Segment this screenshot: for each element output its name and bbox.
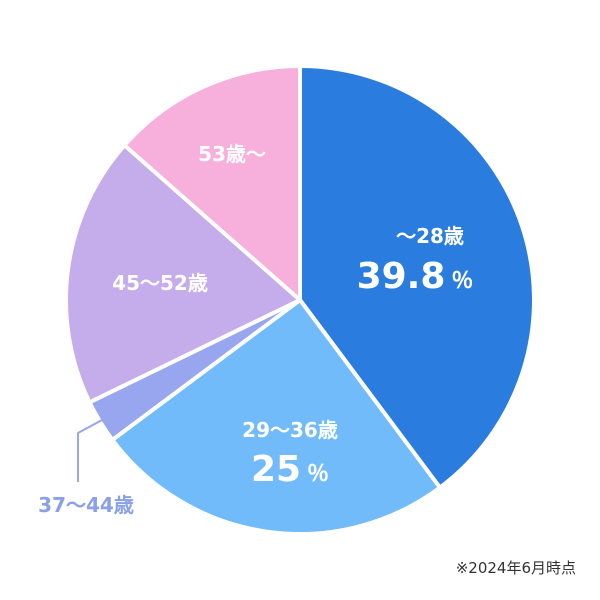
slice-label-5: 53歳〜 bbox=[198, 142, 266, 166]
slice-1 bbox=[298, 64, 536, 490]
slice-label-3: 37〜44歳 bbox=[38, 493, 134, 517]
footnote: ※2024年6月時点 bbox=[455, 559, 576, 577]
slice-value-2: 25 ％ bbox=[251, 449, 329, 490]
slice-2 bbox=[110, 298, 442, 536]
slice-label-2: 29〜36歳 bbox=[242, 418, 338, 442]
slice-value-1: 39.8 ％ bbox=[357, 256, 474, 297]
slice-label-1: 〜28歳 bbox=[396, 224, 464, 248]
slice-5 bbox=[122, 64, 302, 302]
leader-line bbox=[77, 415, 110, 482]
slice-label-4: 45〜52歳 bbox=[112, 271, 208, 295]
slice-4 bbox=[64, 143, 302, 405]
